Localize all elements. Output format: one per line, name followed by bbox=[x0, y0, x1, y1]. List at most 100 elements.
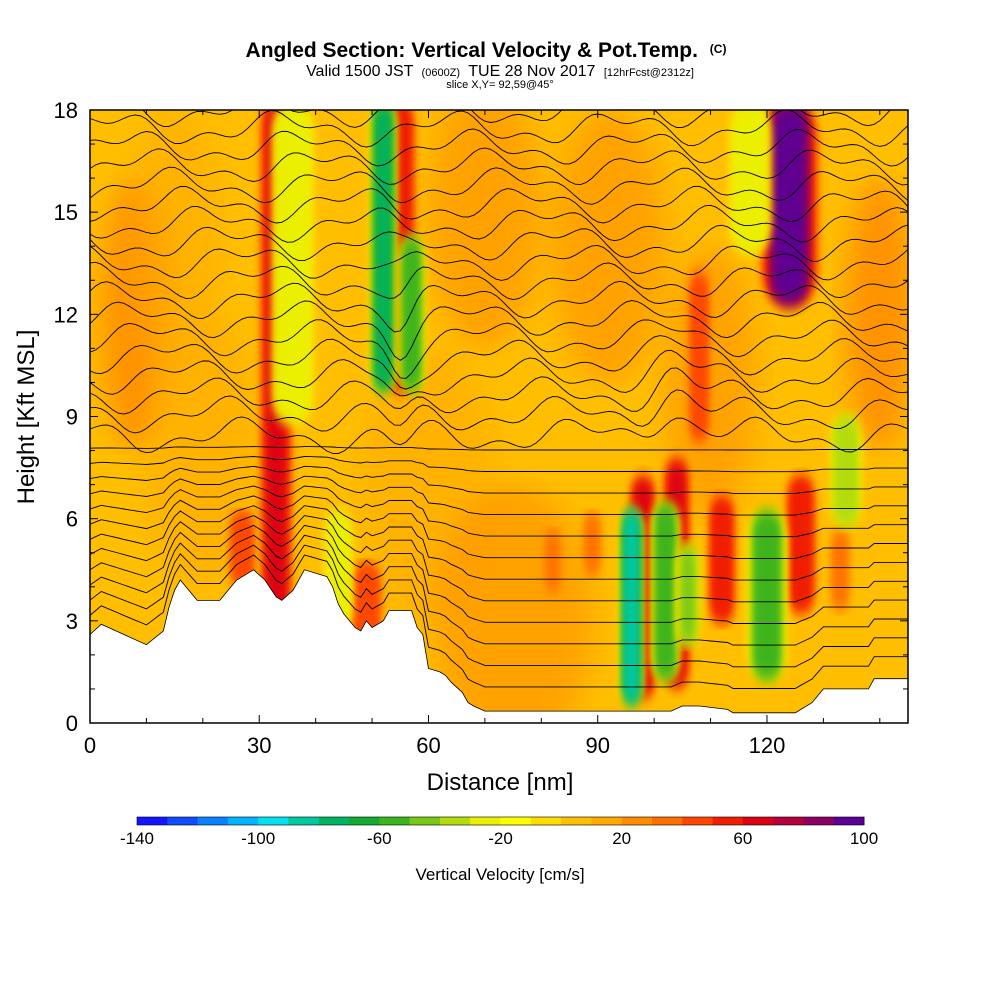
isentrope-line bbox=[90, 475, 908, 516]
updraft-cell bbox=[349, 565, 384, 642]
isentrope-line bbox=[90, 204, 908, 243]
isentrope-line bbox=[90, 110, 908, 148]
isentrope-line bbox=[90, 147, 908, 186]
updraft-cell bbox=[830, 531, 851, 608]
isentrope-line bbox=[90, 185, 908, 224]
colorbar-swatch bbox=[742, 817, 774, 825]
chart-title-mark: (C) bbox=[710, 42, 727, 56]
isentrope-line bbox=[90, 534, 908, 646]
downdraft-cell bbox=[370, 110, 397, 387]
updraft-band bbox=[833, 531, 847, 608]
isentrope-line bbox=[90, 349, 908, 397]
isentrope-line bbox=[90, 446, 908, 451]
downdraft-band bbox=[657, 507, 674, 676]
subtitle-forecast: [12hrFcst@2312z] bbox=[604, 67, 694, 79]
downdraft-band bbox=[625, 514, 638, 700]
downdraft-cell bbox=[830, 419, 862, 523]
x-tick-label: 90 bbox=[585, 733, 609, 758]
colorbar-swatch bbox=[470, 817, 501, 825]
updraft-band bbox=[356, 565, 377, 642]
colorbar-tick-label: -100 bbox=[241, 829, 275, 848]
downdraft-band bbox=[404, 242, 419, 387]
slice-label: slice X,Y= 92,59@45° bbox=[446, 79, 554, 91]
downdraft-cell bbox=[746, 514, 788, 676]
downdraft-cell bbox=[676, 548, 700, 642]
plot-area bbox=[90, 110, 908, 723]
colorbar-swatch bbox=[318, 817, 350, 825]
y-tick-label: 0 bbox=[66, 711, 78, 736]
downdraft-band bbox=[756, 514, 778, 676]
colorbar-swatch bbox=[803, 817, 835, 825]
terrain bbox=[90, 569, 908, 723]
colorbar-swatch bbox=[349, 817, 380, 825]
colorbar-swatch bbox=[530, 817, 562, 825]
isentrope-line bbox=[142, 110, 891, 129]
colorbar-frame bbox=[136, 816, 865, 826]
colorbar-swatch bbox=[833, 817, 865, 825]
colorbar-swatch bbox=[500, 817, 532, 825]
field-patch bbox=[428, 110, 542, 349]
isentrope-line bbox=[90, 495, 908, 559]
isentrope-line bbox=[90, 456, 908, 473]
colorbar-swatch bbox=[561, 817, 592, 825]
downdraft-cell bbox=[728, 110, 772, 251]
downdraft-band bbox=[681, 548, 695, 642]
updraft-band bbox=[545, 531, 560, 591]
subtitle-date: TUE 28 Nov 2017 bbox=[468, 63, 595, 80]
downdraft-band bbox=[735, 110, 765, 251]
updraft-cell bbox=[227, 514, 257, 584]
field-patch bbox=[552, 110, 666, 383]
subtitle-valid: Valid 1500 JST bbox=[306, 63, 414, 80]
downdraft-band bbox=[836, 419, 856, 523]
updraft-band bbox=[585, 514, 599, 574]
isentrope-line bbox=[90, 128, 908, 167]
colorbar-swatch bbox=[682, 817, 714, 825]
isentrope-line bbox=[90, 319, 908, 379]
downdraft-cell bbox=[620, 514, 644, 700]
updraft-cell bbox=[581, 514, 603, 574]
field-patch bbox=[146, 314, 260, 587]
subtitle-utc: (0600Z) bbox=[422, 67, 461, 79]
isentrope-line bbox=[90, 300, 908, 361]
isentrope-line bbox=[90, 166, 908, 205]
colorbar-swatch bbox=[773, 817, 804, 825]
updraft-band bbox=[774, 110, 805, 302]
chart-title-main: Angled Section: Vertical Velocity & Pot.… bbox=[246, 39, 698, 62]
x-axis-label: Distance [nm] bbox=[427, 769, 574, 796]
downdraft-cell bbox=[398, 242, 425, 387]
axes: 0 30 60 90 120 0 3 6 9 12 15 18 bbox=[54, 98, 908, 758]
colorbar-title: Vertical Velocity [cm/s] bbox=[415, 865, 584, 884]
colorbar-swatch bbox=[137, 817, 168, 825]
isentrope-line bbox=[90, 524, 908, 624]
updraft-cell bbox=[784, 480, 817, 608]
colorbar-swatch bbox=[439, 817, 471, 825]
isentrope-line bbox=[90, 465, 908, 494]
isentrope-line bbox=[90, 335, 908, 390]
isentrope-line bbox=[90, 224, 908, 262]
colorbar-swatch bbox=[621, 817, 653, 825]
colorbar-swatch bbox=[409, 817, 441, 825]
y-tick-label: 12 bbox=[54, 302, 78, 327]
isentrope-line bbox=[90, 389, 908, 434]
updraft-band bbox=[792, 480, 810, 608]
x-tick-label: 120 bbox=[749, 733, 786, 758]
updraft-cell bbox=[542, 531, 563, 591]
updraft-cell bbox=[687, 276, 711, 438]
colorbar-tick-label: -140 bbox=[120, 829, 154, 848]
updraft-cell bbox=[707, 501, 737, 619]
colorbar-tick-label: -20 bbox=[488, 829, 513, 848]
isentrope-line bbox=[90, 515, 908, 603]
y-tick-label: 3 bbox=[66, 609, 78, 634]
y-tick-label: 6 bbox=[66, 507, 78, 532]
updraft-band bbox=[714, 501, 730, 619]
isentrope-line bbox=[90, 544, 908, 668]
colorbar-swatch bbox=[258, 817, 289, 825]
isentrope-line bbox=[90, 261, 908, 301]
isentrope-line bbox=[90, 244, 908, 281]
field-patch bbox=[845, 178, 908, 451]
y-axis-label: Height [Kft MSL] bbox=[13, 330, 40, 505]
colorbar: -140 -100 -60 -20 20 60 100 bbox=[120, 816, 878, 848]
chart-title: Angled Section: Vertical Velocity & Pot.… bbox=[246, 39, 727, 62]
colorbar-tick-label: -60 bbox=[367, 829, 392, 848]
